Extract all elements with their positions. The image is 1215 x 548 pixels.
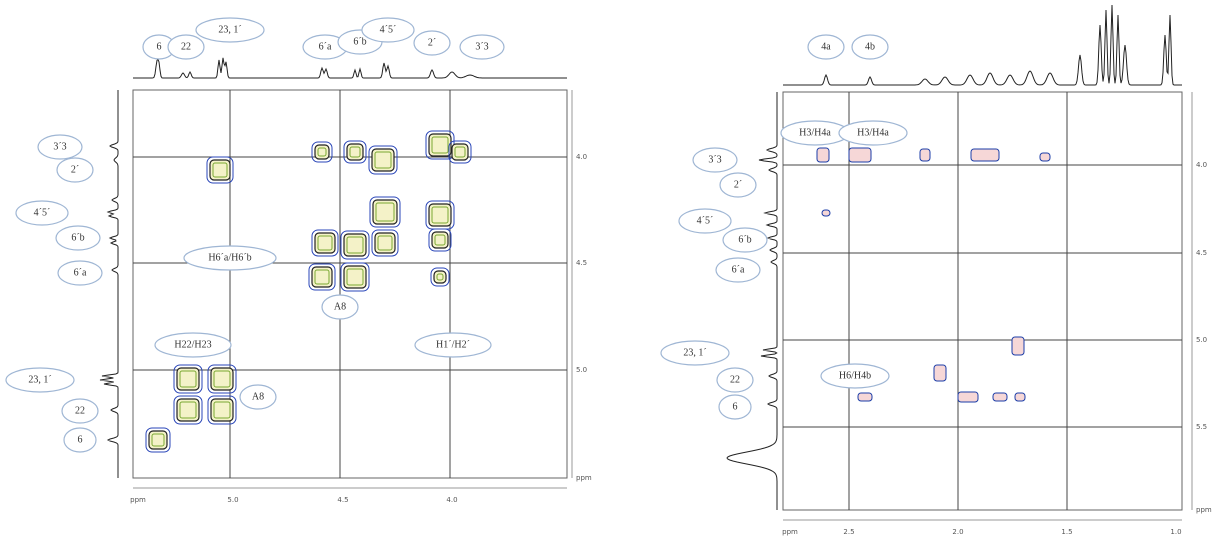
cross-peak-contour	[958, 392, 978, 402]
peak-label: 4b	[865, 41, 875, 52]
peak-label: 4´5´	[34, 207, 51, 218]
axis-tick-label: 5.0	[227, 496, 238, 504]
peak-label: 4´5´	[697, 215, 714, 226]
cross-peak-contour	[858, 393, 872, 401]
peak-label: 6´a	[74, 267, 87, 278]
peak-label: 3´3	[708, 154, 721, 165]
cross-peak-contour	[1012, 337, 1024, 355]
peak-label: A8	[334, 301, 346, 312]
peak-label: H22/H23	[174, 339, 211, 350]
cross-peak-contour	[934, 365, 946, 381]
projection-trace	[133, 58, 567, 78]
axis-tick-label: 4.5	[1196, 249, 1207, 257]
peak-label: H6/H4b	[839, 370, 871, 381]
projection-trace	[100, 90, 118, 478]
axis-tick-label: 5.5	[1196, 423, 1207, 431]
axis-tick-label: 4.5	[576, 259, 587, 267]
axis-tick-label: ppm	[130, 496, 146, 504]
cross-peak-contour	[452, 144, 468, 160]
axis-tick-label: 5.0	[1196, 336, 1207, 344]
axis-tick-label: 2.5	[843, 528, 854, 536]
cross-peak-contour	[1015, 393, 1025, 401]
peak-label: 3´3	[53, 141, 66, 152]
axis-tick-label: 4.5	[337, 496, 348, 504]
cross-peak-contour	[920, 149, 930, 161]
axis-tick-label: 5.0	[576, 366, 587, 374]
peak-label: A8	[252, 391, 264, 402]
cross-peak-contour	[993, 393, 1007, 401]
peak-label: 6´a	[732, 264, 745, 275]
peak-label: 4´5´	[380, 24, 397, 35]
axis-tick-label: 1.0	[1170, 528, 1181, 536]
peak-label: 23, 1´	[218, 24, 241, 35]
peak-label: 6´a	[319, 41, 332, 52]
peak-label: 2´	[71, 164, 79, 175]
cross-peak-contour	[817, 148, 829, 162]
peak-label: 23, 1´	[28, 374, 51, 385]
peak-label: 6´b	[71, 232, 84, 243]
peak-label: H3/H4a	[857, 127, 889, 138]
peak-label: 6	[78, 434, 83, 445]
peak-label: 22	[730, 374, 740, 385]
peak-label: 22	[181, 41, 191, 52]
figure: 6 22 23, 1´ 6´a 6´b 4´5´ 2´ 3´3 3´3 2´ 4´5´ 6´b 6´a 2…	[0, 0, 1215, 548]
peak-label: 23, 1´	[683, 347, 706, 358]
peak-label: 6	[733, 401, 738, 412]
peak-label: 6´b	[738, 234, 751, 245]
axis-tick-label: ppm	[782, 528, 798, 536]
peak-label: 2´	[734, 179, 742, 190]
axis-tick-label: 2.0	[952, 528, 963, 536]
peak-label: 3´3	[475, 41, 488, 52]
cross-peak-contour	[315, 145, 329, 159]
peak-label: 6	[157, 41, 162, 52]
cross-peak-contour	[347, 144, 363, 160]
peak-label: 6´b	[353, 36, 366, 47]
peak-label: H3/H4a	[799, 127, 831, 138]
peak-label: 2´	[428, 37, 436, 48]
axis-tick-label: ppm	[576, 474, 592, 482]
cross-peak-contour	[822, 210, 830, 216]
axis-tick-label: ppm	[1196, 506, 1212, 514]
peak-label: 22	[75, 405, 85, 416]
cross-peak-contour	[971, 149, 999, 161]
axis-tick-label: 1.5	[1061, 528, 1072, 536]
peak-label: H1´/H2´	[436, 339, 470, 350]
peak-label: H6´a/H6´b	[208, 252, 251, 263]
cross-peak-contour	[434, 271, 446, 283]
cross-peak-contour	[849, 148, 871, 162]
peak-label: 4a	[821, 41, 831, 52]
cross-peak-contour	[1040, 153, 1050, 161]
axis-tick-label: 4.0	[446, 496, 457, 504]
axis-tick-label: 4.0	[1196, 161, 1207, 169]
cross-peak-contour	[432, 232, 448, 248]
axis-tick-label: 4.0	[576, 153, 587, 161]
